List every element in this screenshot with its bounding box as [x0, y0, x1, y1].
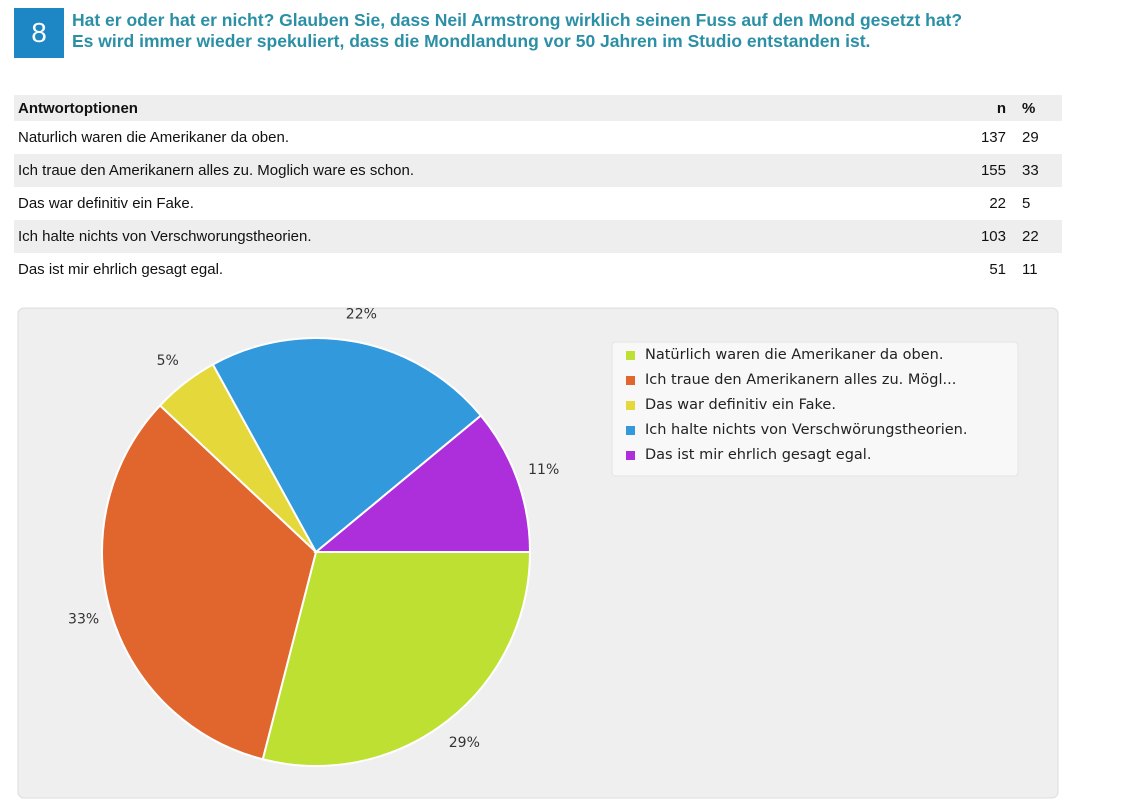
legend-box — [611, 341, 1019, 477]
table-cell: 33 — [1022, 162, 1039, 179]
table-cell: Das war definitiv ein Fake. — [18, 195, 194, 212]
legend-label: Natürlich waren die Amerikaner da oben. — [645, 347, 943, 363]
table-cell: 5 — [1022, 195, 1031, 212]
slice-label: 5% — [157, 353, 179, 369]
legend-swatch — [626, 401, 635, 410]
table-cell: Das ist mir ehrlich gesagt egal. — [18, 261, 224, 278]
table-cell: 22 — [989, 195, 1006, 212]
legend-swatch — [626, 351, 635, 360]
legend-swatch — [626, 451, 635, 460]
table-row: Naturlich waren die Amerikaner da oben. 1… — [14, 121, 1062, 154]
table-row: Antwortoptionen n% — [14, 95, 1062, 121]
legend-label: Ich halte nichts von Verschwörungstheori… — [645, 422, 967, 438]
question-line: Es wird immer wieder spekuliert, dass di… — [72, 31, 871, 51]
table-cell: 137 — [980, 129, 1006, 146]
table-cell: 29 — [1022, 129, 1039, 146]
table-row: Das war definitiv ein Fake. 22 5 — [14, 187, 1062, 220]
legend-swatch — [626, 376, 635, 385]
slice-label: 33% — [68, 612, 99, 628]
slice-label: 22% — [346, 306, 377, 322]
table-cell: 11 — [1022, 261, 1038, 278]
table-cell: n — [996, 99, 1006, 117]
table-row: Ich halte nichts von Verschworungstheori… — [14, 220, 1062, 253]
question-text: Hat er oder hat er nicht? Glauben Sie, d… — [72, 10, 1132, 52]
table-cell: 51 — [989, 261, 1006, 278]
pie-slice — [313, 414, 532, 553]
table-row: Ich traue den Amerikanern alles zu. Mogl… — [14, 154, 1062, 187]
pie-slice — [261, 551, 532, 767]
table-cell: Naturlich waren die Amerikaner da oben. — [18, 129, 289, 146]
question-number: 8 — [14, 8, 64, 58]
legend-label: Das ist mir ehrlich gesagt egal. — [645, 447, 871, 463]
table-cell: % — [1022, 99, 1036, 117]
legend-swatch — [626, 426, 635, 435]
slice-label: 11% — [528, 462, 559, 478]
table-cell: 155 — [980, 162, 1006, 179]
table-cell: 22 — [1022, 228, 1039, 245]
slice-label: 29% — [449, 735, 480, 751]
results-table: Antwortoptionen n% Naturlich waren die Ame… — [14, 95, 1062, 286]
table-cell: Ich traue den Amerikanern alles zu. Mogl… — [18, 162, 415, 179]
legend-label: Das war definitiv ein Fake. — [645, 397, 836, 413]
pie-slice — [211, 337, 483, 554]
table-row: Das ist mir ehrlich gesagt egal. 51 11 — [14, 253, 1062, 286]
legend-label: Ich traue den Amerikanern alles zu. Mögl… — [645, 372, 956, 388]
table-cell: Ich halte nichts von Verschworungstheori… — [18, 228, 312, 245]
pie-slice — [101, 404, 318, 761]
question-line: Hat er oder hat er nicht? Glauben Sie, d… — [72, 10, 963, 30]
table-cell: Antwortoptionen — [18, 99, 138, 117]
table-cell: 103 — [980, 228, 1006, 245]
